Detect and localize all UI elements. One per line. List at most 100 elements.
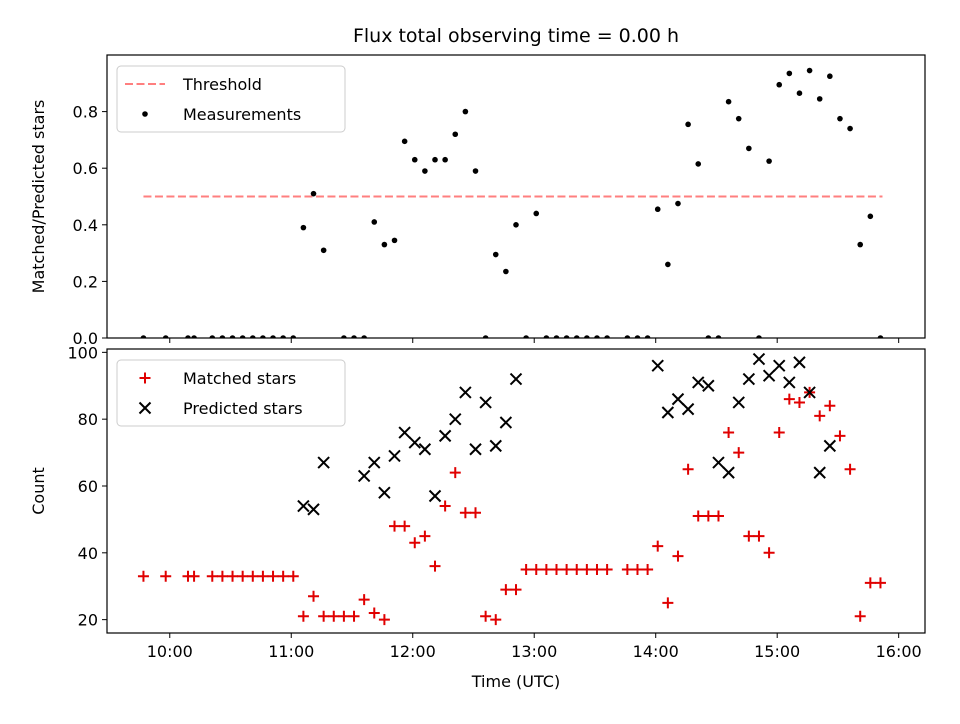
matched-star-point: [743, 530, 755, 542]
matched-star-point: [712, 510, 724, 522]
bottom-y-tick-label: 60: [78, 477, 98, 496]
matched-star-point: [652, 540, 664, 552]
measurement-point: [482, 335, 489, 338]
predicted-star-point: [368, 456, 381, 469]
matched-star-point: [399, 520, 411, 532]
matched-star-point: [733, 447, 745, 459]
matched-star-point: [854, 610, 866, 622]
measurement-point: [665, 261, 671, 268]
matched-star-point: [773, 427, 785, 439]
matched-star-point: [358, 594, 370, 606]
matched-star-point: [591, 564, 603, 576]
measurement-point: [675, 200, 681, 207]
predicted-star-point: [803, 386, 816, 399]
measurement-point: [260, 335, 266, 338]
legend-matched-swatch: [139, 372, 151, 384]
measurement-point: [310, 190, 317, 197]
measurement-point: [401, 138, 408, 145]
measurement-point: [563, 335, 570, 338]
x-axis-label: Time (UTC): [471, 672, 560, 691]
measurement-point: [239, 335, 246, 338]
measurement-point: [140, 335, 147, 338]
matched-star-point: [308, 590, 320, 602]
measurement-point: [472, 168, 479, 174]
measurement-point: [422, 168, 428, 174]
predicted-star-point: [773, 359, 786, 372]
matched-star-point: [682, 463, 694, 475]
top-y-tick-label: 0.4: [73, 216, 98, 235]
matched-star-point: [378, 614, 390, 626]
matched-star-point: [500, 584, 512, 596]
predicted-star-point: [671, 392, 685, 406]
matched-star-point: [318, 610, 330, 622]
measurement-point: [162, 335, 169, 338]
matched-star-point: [287, 570, 299, 582]
measurement-point: [492, 251, 499, 258]
matched-star-point: [439, 500, 451, 512]
matched-star-point: [540, 564, 552, 576]
matched-star-point: [490, 614, 502, 626]
matched-star-point: [267, 570, 279, 582]
measurement-point: [513, 222, 519, 228]
measurement-point: [796, 90, 803, 97]
measurement-point: [543, 335, 550, 338]
matched-star-point: [561, 564, 573, 576]
measurement-point: [442, 156, 448, 163]
measurement-point: [715, 335, 722, 338]
measurement-point: [816, 96, 823, 102]
matched-star-point: [723, 427, 735, 439]
measurement-point: [806, 67, 813, 74]
matched-star-point: [247, 570, 259, 582]
matched-star-point: [631, 564, 643, 576]
matched-star-point: [753, 530, 765, 542]
x-tick-label: 12:00: [390, 642, 436, 661]
measurement-point: [533, 210, 540, 217]
measurement-point: [877, 335, 884, 338]
matched-star-point: [188, 570, 200, 582]
bottom-plot-area: [137, 352, 886, 626]
matched-star-point: [834, 430, 846, 442]
x-tick-label: 16:00: [876, 642, 922, 661]
measurement-point: [523, 335, 529, 338]
measurement-point: [371, 219, 378, 225]
measurement-point: [766, 158, 772, 164]
bottom-legend: Matched stars Predicted stars: [116, 359, 346, 427]
measurement-point: [361, 335, 367, 338]
bottom-y-tick-label: 40: [78, 544, 98, 563]
measurement-point: [351, 335, 357, 338]
top-axes-frame: [106, 54, 926, 339]
matched-star-point: [277, 570, 289, 582]
predicted-star-point: [692, 376, 705, 389]
matched-star-point: [692, 510, 704, 522]
predicted-star-point: [793, 356, 806, 369]
measurement-point: [381, 241, 388, 248]
matched-star-point: [257, 570, 269, 582]
predicted-star-point: [307, 503, 320, 516]
top-y-tick-label: 0.6: [73, 159, 98, 178]
measurement-point: [219, 335, 226, 338]
measurement-point: [705, 335, 712, 338]
matched-star-point: [328, 610, 340, 622]
predicted-star-point: [418, 443, 432, 456]
top-y-tick-label: 0.0: [73, 329, 98, 348]
matched-star-point: [642, 564, 654, 576]
measurement-point: [280, 335, 286, 338]
measurement-point: [776, 81, 783, 88]
matched-star-point: [137, 570, 149, 582]
matched-star-point: [368, 607, 380, 619]
matched-star-point: [581, 564, 593, 576]
measurement-point: [735, 115, 742, 122]
matched-star-point: [550, 564, 562, 576]
measurement-point: [604, 335, 610, 338]
predicted-star-point: [459, 386, 472, 399]
predicted-star-point: [661, 406, 675, 419]
measurement-point: [584, 335, 590, 338]
measurement-point: [185, 335, 191, 338]
top-plot-area: [140, 67, 884, 338]
measurement-point: [300, 224, 307, 231]
matched-star-point: [429, 560, 441, 572]
predicted-star-point: [357, 469, 371, 483]
measurement-point: [573, 335, 580, 338]
predicted-star-point: [499, 416, 513, 429]
measurement-point: [503, 268, 509, 275]
